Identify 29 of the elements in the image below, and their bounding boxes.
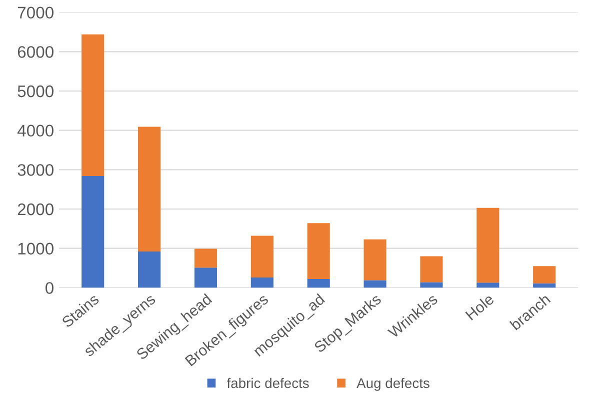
- bar: [364, 239, 386, 280]
- bar: [307, 223, 330, 280]
- y-tick-label: 2000: [18, 203, 54, 216]
- bar: [250, 277, 274, 288]
- bar: [138, 126, 161, 252]
- y-tick-label: 3000: [18, 164, 54, 176]
- y-tick-label: 0: [46, 282, 54, 294]
- legend-label: Aug defects: [356, 378, 430, 391]
- bar: [307, 279, 330, 288]
- bar: [476, 208, 500, 283]
- bar: [533, 266, 556, 284]
- bar: [476, 282, 500, 288]
- bar: [533, 283, 556, 288]
- y-tick-label: 5000: [18, 85, 54, 98]
- legend-label: fabric defects: [226, 378, 309, 388]
- bar: [82, 176, 104, 288]
- bar: [420, 256, 443, 282]
- bar: [194, 248, 218, 268]
- y-tick-label: 4000: [17, 124, 54, 137]
- bar: [420, 282, 443, 288]
- bar: [364, 280, 386, 288]
- y-tick-label: 6000: [18, 46, 54, 58]
- y-tick-label: 7000: [18, 6, 54, 19]
- bar: [250, 236, 274, 278]
- bar: [138, 252, 161, 288]
- y-tick-label: 1000: [18, 242, 54, 255]
- x-tick-label: Hole: [464, 292, 495, 321]
- bar: [82, 34, 104, 176]
- bar: [194, 268, 218, 288]
